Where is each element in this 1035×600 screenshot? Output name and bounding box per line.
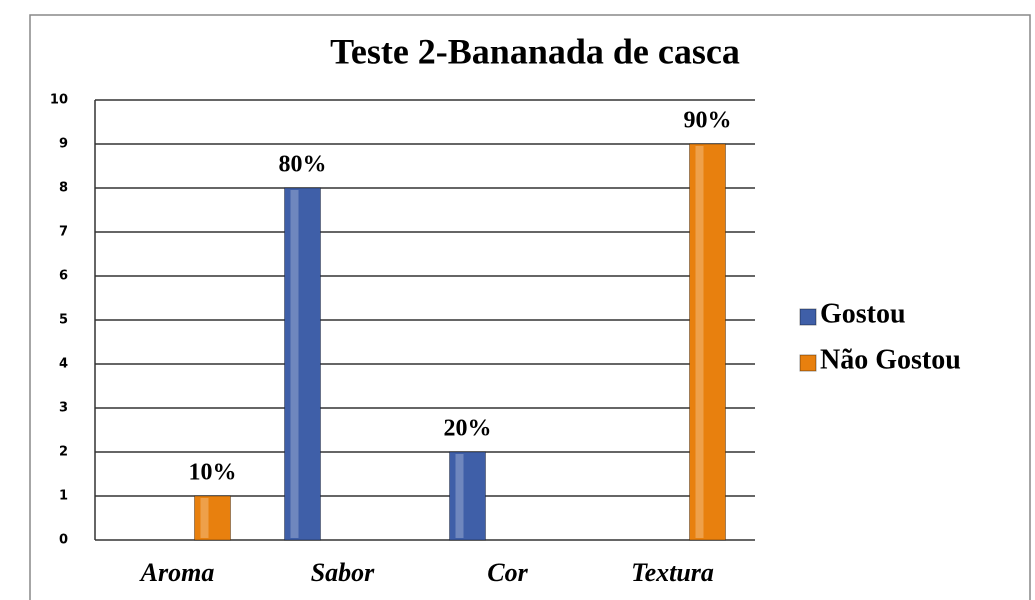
- y-tick-label: 7: [59, 225, 68, 240]
- value-label: 20%: [444, 416, 492, 442]
- y-tick-label: 3: [59, 401, 68, 416]
- bar: [284, 187, 321, 541]
- chart-title: Teste 2-Bananada de casca: [330, 31, 740, 71]
- y-tick-label: 4: [59, 357, 68, 372]
- y-tick-label: 0: [59, 533, 68, 548]
- bar: [194, 495, 231, 541]
- bar-shine: [695, 146, 704, 538]
- y-tick-label: 2: [59, 445, 68, 460]
- legend-label: Não Gostou: [820, 344, 961, 375]
- value-label: 90%: [684, 108, 732, 134]
- y-tick-label: 5: [59, 313, 68, 328]
- legend-label: Gostou: [820, 298, 906, 329]
- y-tick-label: 6: [59, 269, 68, 284]
- bar: [689, 143, 726, 541]
- bar-shine: [200, 498, 209, 538]
- value-label: 80%: [279, 152, 327, 178]
- y-tick-label: 10: [50, 93, 68, 108]
- bar: [449, 451, 486, 541]
- legend-swatch: [799, 308, 817, 326]
- x-tick-label: Textura: [631, 558, 714, 587]
- bar-shine: [290, 190, 299, 538]
- bar-shine: [455, 454, 464, 538]
- legend-swatch: [799, 354, 817, 372]
- y-tick-label: 1: [59, 489, 68, 504]
- value-label: 10%: [189, 460, 237, 486]
- y-tick-label: 9: [59, 137, 68, 152]
- x-tick-label: Sabor: [311, 558, 375, 587]
- x-tick-label: Cor: [487, 558, 528, 587]
- x-tick-label: Aroma: [139, 558, 215, 587]
- y-tick-label: 8: [59, 181, 68, 196]
